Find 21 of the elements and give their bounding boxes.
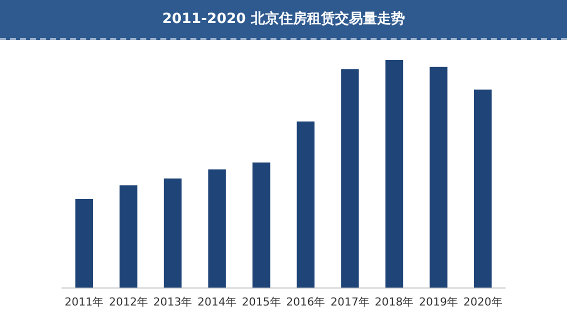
bar — [385, 60, 404, 288]
x-tick-label: 2011年 — [64, 295, 104, 308]
x-tick-label: 2018年 — [374, 295, 414, 308]
x-tick-label: 2020年 — [463, 295, 502, 308]
bar — [164, 178, 182, 288]
bar — [341, 69, 359, 288]
x-tick-label: 2016年 — [286, 295, 326, 308]
bar — [252, 162, 270, 288]
bar — [296, 122, 315, 288]
bar — [75, 198, 94, 288]
x-tick-label: 2017年 — [330, 295, 370, 308]
bar — [208, 169, 226, 288]
x-tick-label: 2014年 — [198, 295, 237, 308]
bar — [474, 90, 492, 288]
x-tick-label: 2015年 — [242, 295, 281, 308]
x-tick-label: 2019年 — [419, 295, 458, 308]
chart-title: 2011-2020 北京住房租赁交易量走势 — [0, 0, 567, 40]
x-tick-label: 2012年 — [108, 295, 148, 308]
bar — [430, 66, 448, 288]
bar — [120, 185, 138, 288]
x-tick-label: 2013年 — [153, 295, 192, 308]
